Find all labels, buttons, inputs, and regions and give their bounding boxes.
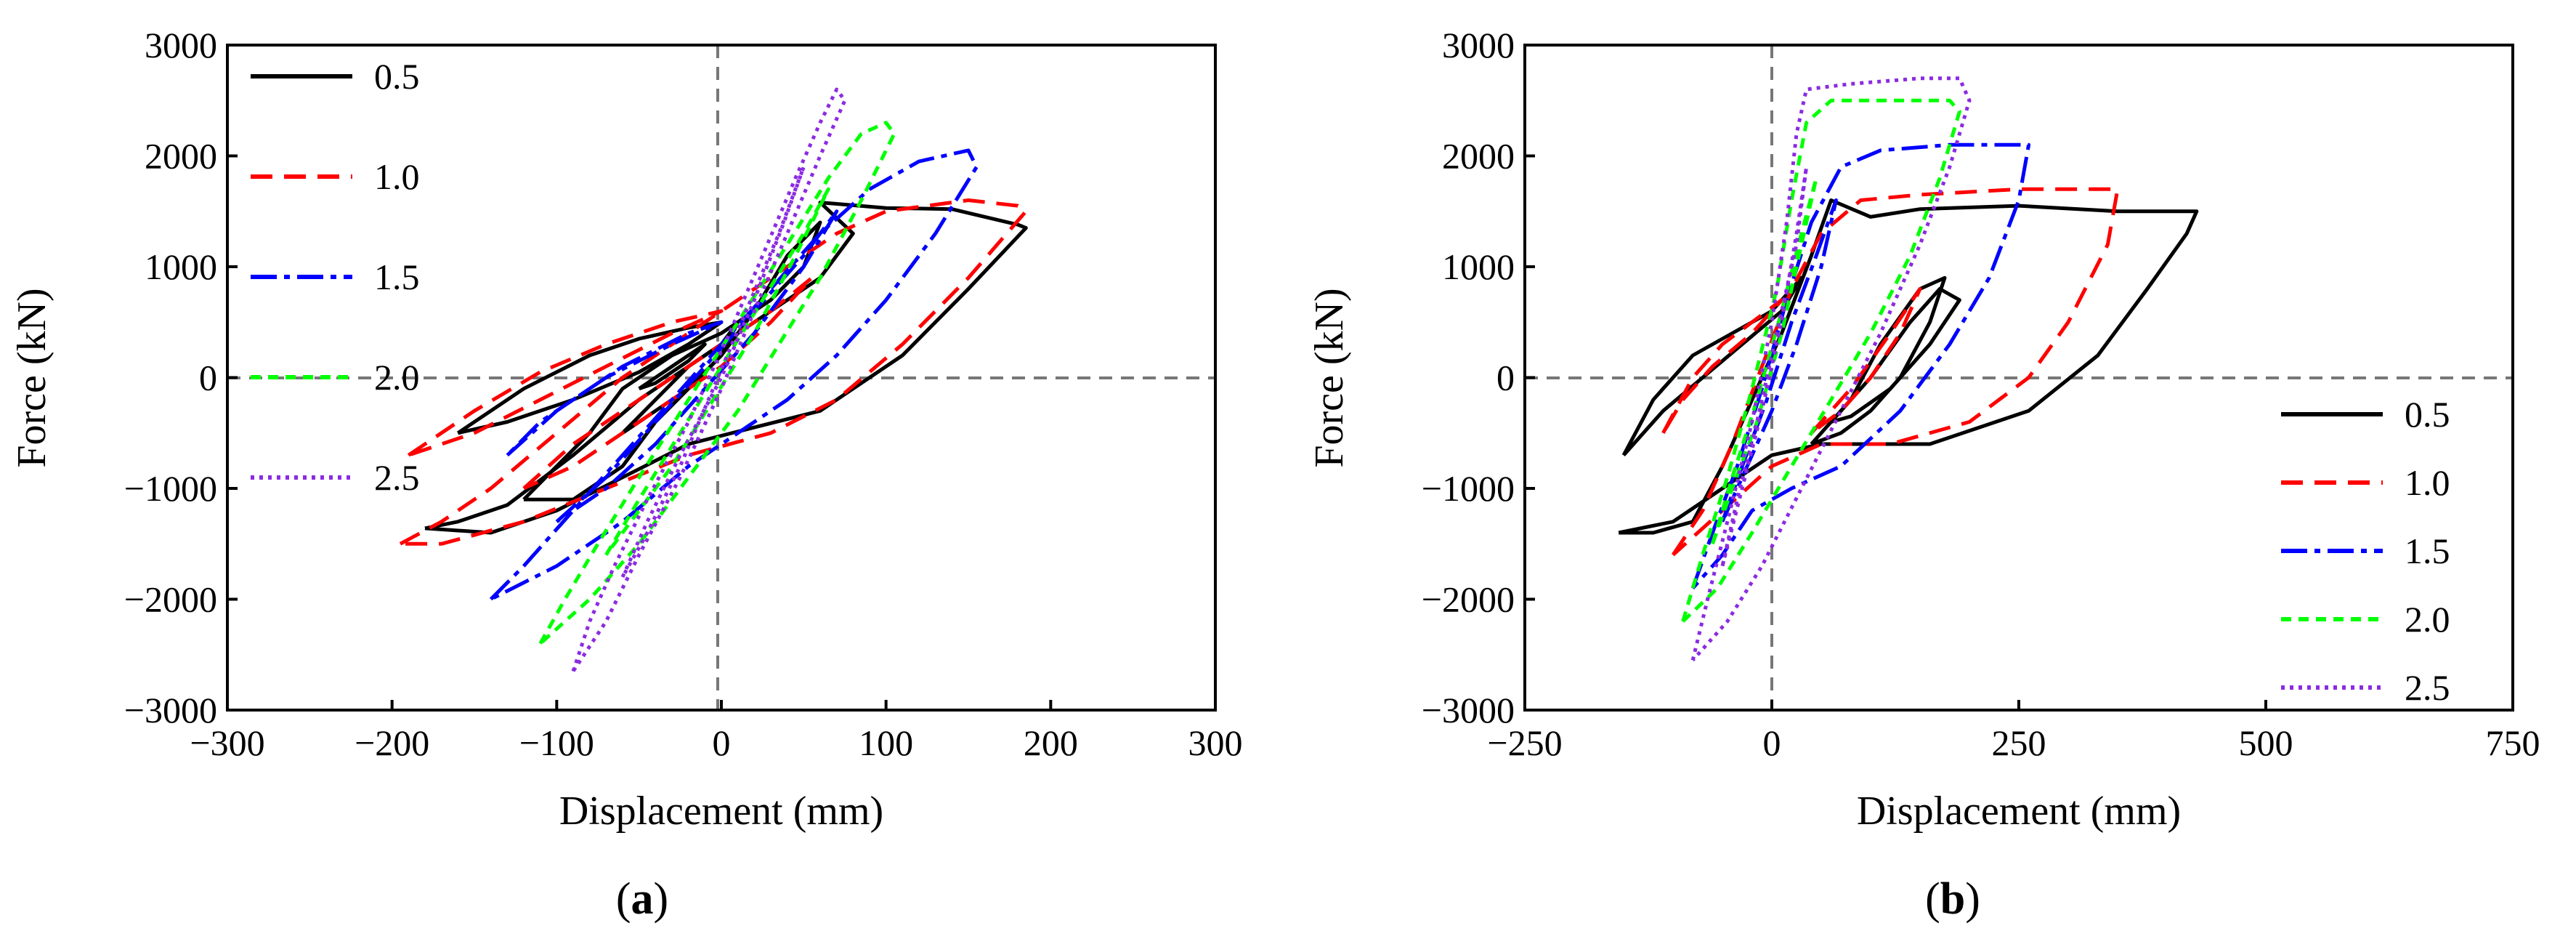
caption-letter: b — [1940, 874, 1965, 924]
y-tick-label: −3000 — [1422, 690, 1515, 730]
y-tick-label: −3000 — [124, 690, 217, 730]
series-line-2.5 — [1690, 76, 1972, 662]
panel-caption: (a) — [616, 874, 668, 924]
y-axis-label: Force (kN) — [9, 288, 54, 467]
series-line-0.5 — [1621, 275, 1804, 456]
legend-b: 0.5 1.0 1.5 2.0 2.5 — [2281, 394, 2450, 708]
x-tick-label: −250 — [1487, 722, 1562, 763]
caption-open: ( — [1925, 874, 1940, 924]
series-line-1.0 — [1810, 287, 1922, 435]
caption-open: ( — [616, 874, 631, 924]
series-line-0.5 — [1829, 287, 1961, 424]
series-line-2.5 — [1720, 165, 1809, 567]
series-line-0.5 — [1810, 275, 1947, 446]
x-axis-label: Displacement (mm) — [1857, 789, 2181, 834]
series-line-1.0 — [1661, 298, 1784, 435]
y-tick-label: 0 — [1496, 358, 1515, 398]
axis-ticks-b: −250 0 250 500 750 −3000 −2000 −1000 0 1000 2000 30… — [1422, 25, 2540, 763]
series-line-1.0 — [522, 275, 814, 491]
legend-label-1.0: 1.0 — [2405, 462, 2450, 503]
hysteresis-curves-b — [1618, 76, 2199, 662]
panel-a-chart: −300 −200 −100 0 100 200 300−3000−2000−1000010… — [9, 25, 1243, 924]
x-tick-label: 0 — [1763, 722, 1781, 763]
series-line-2.5 — [571, 87, 847, 672]
caption-close: ) — [1965, 874, 1980, 924]
legend-a: 0.5 1.0 1.5 2.0 2.5 — [251, 56, 420, 498]
y-tick-label: −2000 — [124, 579, 217, 620]
x-tick-label: 500 — [2239, 722, 2293, 763]
series-line-2.0 — [1711, 176, 1818, 545]
series-line-2.0 — [604, 187, 830, 556]
x-tick-label: 200 — [1024, 722, 1078, 763]
y-tick-label: 3000 — [1442, 25, 1515, 65]
legend-label-2.0: 2.0 — [2405, 599, 2450, 640]
legend-label-1.0: 1.0 — [374, 156, 420, 197]
legend-label-0.5: 0.5 — [2405, 394, 2450, 435]
y-tick-label: 1000 — [1442, 246, 1515, 287]
series-line-1.5 — [555, 209, 839, 523]
series-line-2.0 — [1681, 98, 1961, 623]
x-tick-label: −300 — [190, 722, 264, 763]
x-tick-label: 750 — [2486, 722, 2540, 763]
legend-label-2.5: 2.5 — [374, 457, 420, 498]
x-tick-label: 250 — [1992, 722, 2046, 763]
series-line-2.0 — [538, 121, 896, 645]
x-tick-label: −200 — [355, 722, 429, 763]
x-tick-label: 0 — [713, 722, 731, 763]
panel-caption: (b) — [1925, 874, 1980, 924]
legend-label-2.5: 2.5 — [2405, 667, 2450, 708]
series-line-1.5 — [489, 148, 979, 601]
y-tick-label: 1000 — [145, 246, 217, 287]
x-tick-label: 100 — [859, 722, 913, 763]
legend-label-2.0: 2.0 — [374, 357, 420, 398]
y-tick-label: −1000 — [1422, 468, 1515, 509]
x-tick-label: 300 — [1188, 722, 1243, 763]
legend-label-1.5: 1.5 — [2405, 531, 2450, 571]
y-tick-label: 2000 — [1442, 136, 1515, 177]
caption-letter: a — [631, 874, 654, 924]
y-axis-label: Force (kN) — [1307, 288, 1352, 467]
series-line-1.0 — [1671, 187, 2120, 557]
panel-b-chart: −250 0 250 500 750 −3000 −2000 −1000 0 1000 2000 30… — [1307, 25, 2540, 924]
series-line-0.5 — [522, 220, 822, 501]
series-line-0.5 — [638, 342, 707, 391]
caption-close: ) — [654, 874, 669, 924]
legend-label-0.5: 0.5 — [374, 56, 420, 97]
series-line-1.5 — [506, 320, 724, 457]
y-tick-label: 0 — [199, 358, 217, 398]
x-axis-label: Displacement (mm) — [559, 789, 883, 834]
y-tick-label: −1000 — [124, 468, 217, 509]
series-line-1.0 — [407, 309, 724, 457]
axis-ticks-a: −300 −200 −100 0 100 200 300−3000−2000−1000010… — [124, 25, 1243, 763]
series-line-1.0 — [399, 198, 1028, 546]
legend-label-1.5: 1.5 — [374, 257, 420, 297]
x-tick-label: −100 — [519, 722, 594, 763]
hysteresis-curves-a — [399, 87, 1028, 672]
y-tick-label: −2000 — [1422, 579, 1515, 620]
y-tick-label: 2000 — [145, 136, 217, 177]
y-tick-label: 3000 — [145, 25, 217, 65]
